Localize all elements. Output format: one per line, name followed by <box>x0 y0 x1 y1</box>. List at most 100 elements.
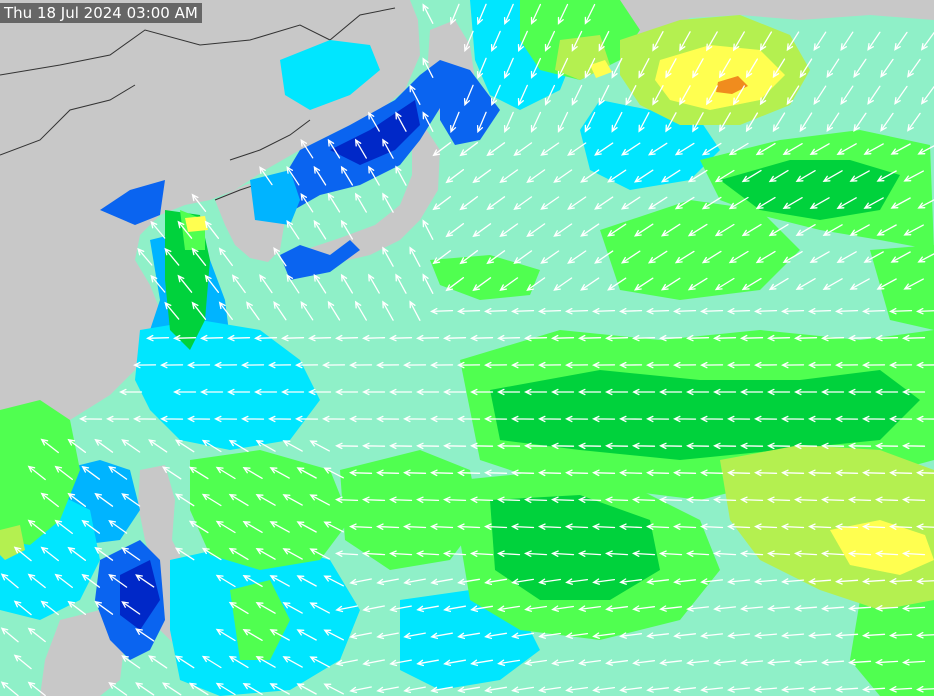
arrow-icon <box>67 492 87 507</box>
arrow-icon <box>700 523 724 530</box>
arrow-icon <box>759 31 773 52</box>
arrow-icon <box>296 683 317 695</box>
arrow-icon <box>403 469 427 477</box>
arrow-icon <box>187 415 211 423</box>
arrow-icon <box>862 415 886 423</box>
arrow-icon <box>215 574 236 588</box>
arrow-icon <box>382 300 394 321</box>
arrow-icon <box>164 247 180 266</box>
arrow-icon <box>874 605 899 612</box>
arrow-icon <box>450 3 460 26</box>
arrow-icon <box>916 577 934 585</box>
arrow-icon <box>323 683 344 695</box>
arrow-icon <box>889 307 913 315</box>
arrow-icon <box>631 550 656 557</box>
arrow-icon <box>430 469 454 477</box>
arrow-icon <box>327 138 341 159</box>
arrow-icon <box>268 361 292 369</box>
arrow-icon <box>334 550 359 557</box>
arrow-icon <box>753 578 778 585</box>
arrow-icon <box>67 438 87 453</box>
arrow-icon <box>530 111 542 133</box>
arrow-icon <box>469 550 494 557</box>
arrow-icon <box>795 278 816 291</box>
arrow-icon <box>658 550 683 557</box>
arrow-icon <box>389 334 413 342</box>
arrow-icon <box>174 439 195 453</box>
arrow-icon <box>840 85 854 106</box>
arrow-icon <box>403 578 426 586</box>
arrow-icon <box>133 415 157 423</box>
arrow-icon <box>889 361 913 369</box>
arrow-icon <box>81 519 101 534</box>
arrow-icon <box>354 192 367 213</box>
arrow-icon <box>598 30 610 52</box>
arrow-icon <box>822 224 843 236</box>
arrow-icon <box>173 334 197 342</box>
arrow-icon <box>646 523 670 530</box>
arrow-icon <box>511 307 535 315</box>
arrow-icon <box>611 111 623 133</box>
arrow-icon <box>713 388 737 396</box>
land-kamchatka <box>610 0 934 55</box>
arrow-icon <box>430 578 453 586</box>
arrow-icon <box>686 388 710 396</box>
arrow-icon <box>647 196 668 210</box>
arrow-icon <box>422 273 434 294</box>
arrow-icon <box>665 58 677 79</box>
arrow-icon <box>794 334 818 342</box>
arrow-icon <box>499 223 519 237</box>
arrow-icon <box>772 112 786 133</box>
arrow-icon <box>470 388 494 396</box>
arrow-icon <box>540 250 560 264</box>
arrow-icon <box>430 686 453 694</box>
arrow-icon <box>876 278 897 290</box>
arrow-icon <box>739 605 764 612</box>
arrow-icon <box>920 31 934 51</box>
arrow-icon <box>242 466 263 479</box>
arrow-icon <box>916 361 934 369</box>
arrow-icon <box>821 334 845 342</box>
arrow-icon <box>40 438 59 454</box>
arrow-icon <box>472 223 492 238</box>
arrow-icon <box>416 605 439 613</box>
arrow-icon <box>781 469 805 477</box>
arrow-icon <box>340 165 354 186</box>
arrow-icon <box>848 388 872 396</box>
arrow-icon <box>808 415 832 423</box>
arrow-icon <box>658 442 683 450</box>
arrow-icon <box>395 273 407 294</box>
arrow-icon <box>766 442 791 450</box>
arrow-icon <box>685 550 710 557</box>
arrow-icon <box>354 300 367 321</box>
arrow-icon <box>335 496 359 504</box>
arrow-icon <box>577 550 602 557</box>
arrow-icon <box>538 307 562 315</box>
arrow-icon <box>727 469 751 477</box>
arrow-icon <box>646 578 670 585</box>
arrow-icon <box>794 659 818 666</box>
arrow-icon <box>794 605 818 612</box>
arrow-icon <box>269 575 290 587</box>
arrow-icon <box>430 523 454 530</box>
arrow-icon <box>754 469 778 477</box>
arrow-icon <box>849 170 870 182</box>
arrow-icon <box>388 550 413 557</box>
arrow-icon <box>826 112 840 133</box>
arrow-icon <box>619 523 643 530</box>
arrow-icon <box>160 415 184 423</box>
arrow-icon <box>511 578 535 585</box>
arrow-icon <box>415 550 440 557</box>
arrow-icon <box>13 546 32 562</box>
arrow-icon <box>201 493 222 507</box>
arrow-icon <box>821 659 845 666</box>
arrow-icon <box>679 31 691 52</box>
arrow-icon <box>660 223 681 237</box>
arrow-icon <box>430 361 454 369</box>
arrow-icon <box>692 112 704 133</box>
arrow-icon <box>793 442 818 450</box>
arrow-icon <box>484 307 508 315</box>
arrow-icon <box>741 169 762 183</box>
arrow-icon <box>631 442 656 450</box>
arrow-icon <box>822 170 843 182</box>
